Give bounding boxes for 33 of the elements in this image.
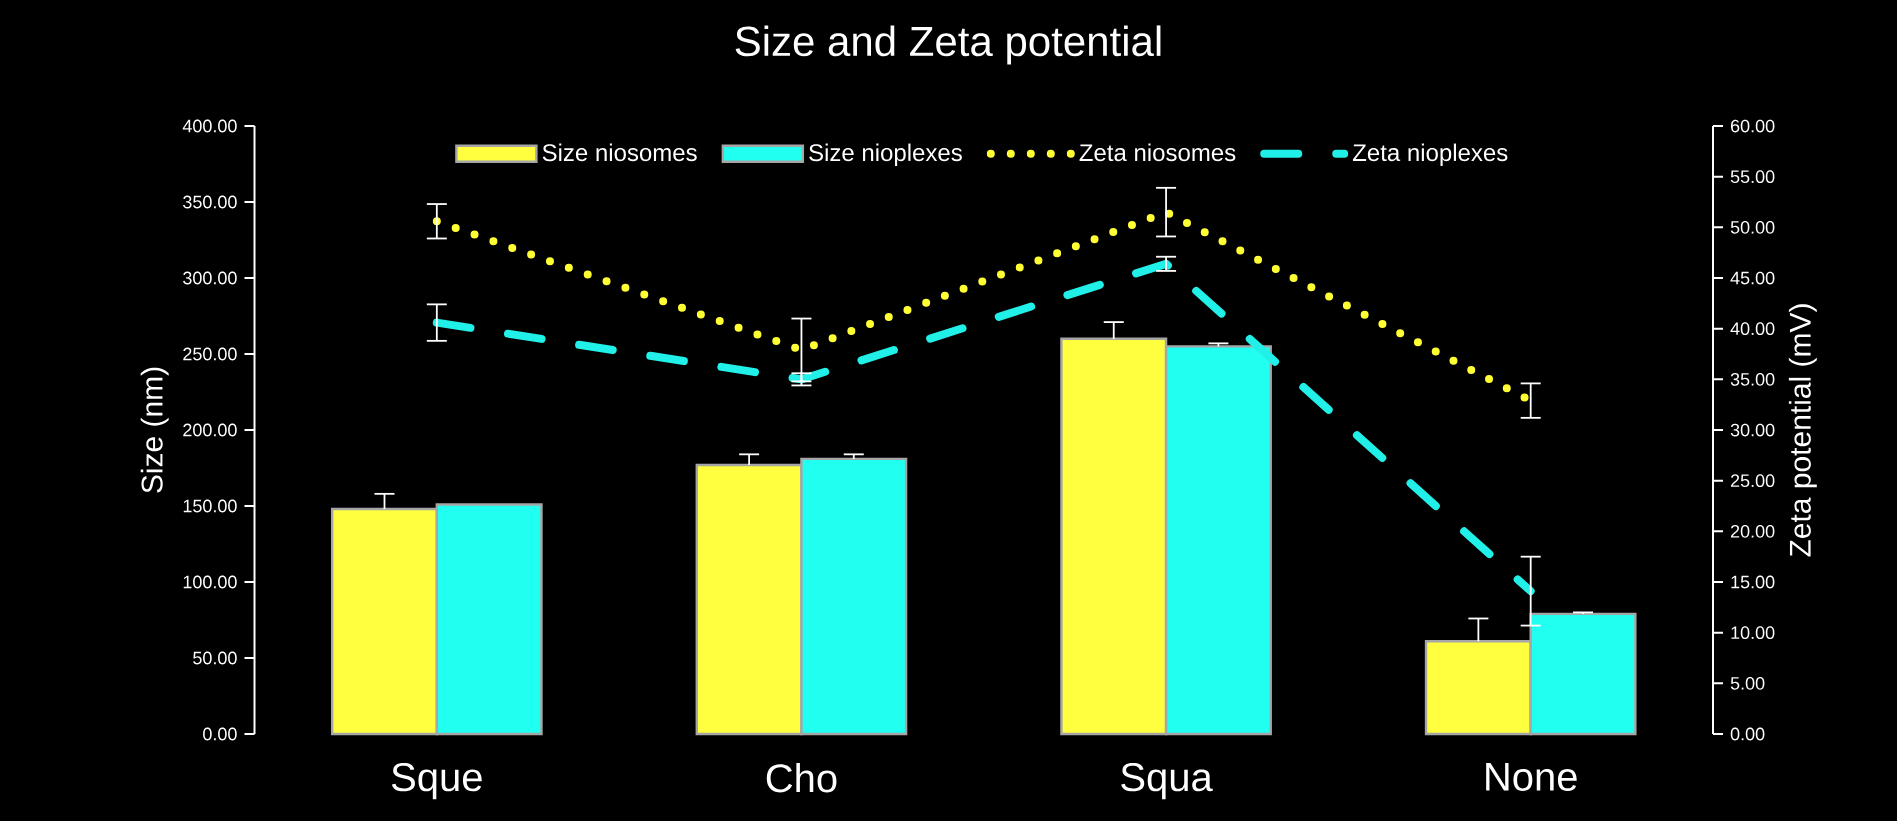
legend-label: Zeta niosomes: [1079, 143, 1236, 162]
y-tick-label: 350.00: [183, 195, 237, 209]
y2-tick-label: 50.00: [1730, 220, 1775, 234]
chart-title: Size and Zeta potential: [735, 25, 1161, 65]
y-tick-label: 100.00: [183, 575, 237, 589]
legend-label: Zeta nioplexes: [1352, 143, 1508, 166]
y-tick-label: 250.00: [183, 347, 237, 361]
legend-label: Size niosomes: [542, 143, 697, 162]
y-tick-label: 200.00: [183, 423, 237, 437]
y2-axis-title: Zeta potential (mV): [1788, 304, 1817, 557]
y-tick-label: 50.00: [193, 651, 237, 665]
y2-tick-label: 0.00: [1730, 727, 1765, 741]
y-tick-label: 300.00: [183, 271, 237, 285]
y-tick-label: 150.00: [183, 499, 237, 513]
y2-tick-label: 10.00: [1731, 626, 1775, 640]
y-tick-label: 0.00: [203, 727, 237, 741]
y2-tick-label: 15.00: [1731, 575, 1775, 589]
legend-label: Size nioplexes: [809, 143, 962, 166]
x-tick-label: Sque: [391, 763, 482, 800]
y2-tick-label: 5.00: [1730, 676, 1765, 690]
y2-tick-label: 30.00: [1730, 423, 1775, 437]
x-tick-label: Cho: [766, 763, 837, 793]
y2-tick-label: 35.00: [1730, 372, 1775, 386]
y2-tick-label: 20.00: [1730, 524, 1775, 538]
y2-tick-label: 55.00: [1730, 170, 1775, 184]
y-tick-label: 400.00: [182, 119, 237, 133]
x-tick-label: Squa: [1121, 763, 1213, 800]
y2-tick-label: 25.00: [1730, 474, 1775, 488]
y-axis-title: Size (nm): [140, 367, 169, 493]
y2-tick-label: 60.00: [1730, 119, 1775, 133]
y2-tick-label: 40.00: [1730, 322, 1775, 336]
y2-tick-label: 45.00: [1730, 271, 1775, 285]
x-tick-label: None: [1486, 763, 1577, 791]
